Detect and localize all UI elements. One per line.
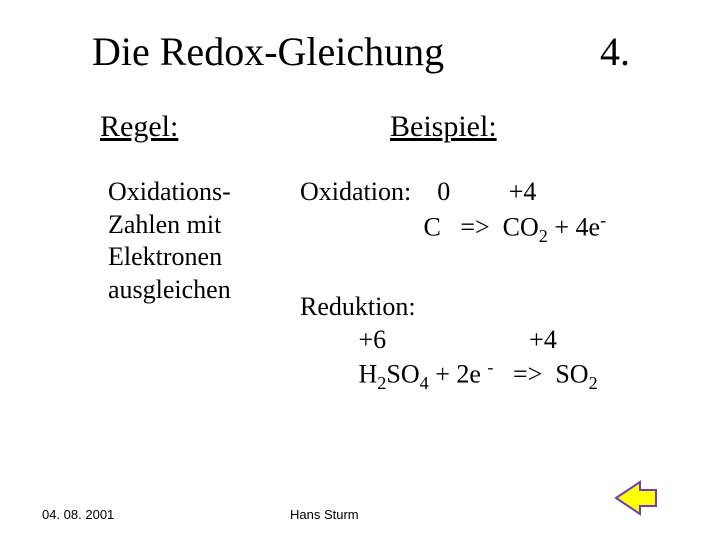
example-body: Oxidation: 0 +4 C => CO2 + 4e- Reduktion… bbox=[300, 176, 700, 395]
reduktion-line1: +6 +4 bbox=[300, 324, 700, 357]
reduktion-state-left: +6 bbox=[359, 325, 387, 354]
oxidation-species-left: C bbox=[424, 212, 441, 241]
rule-line1: Oxidations- bbox=[108, 177, 231, 206]
subheading-row: Regel: Beispiel: bbox=[100, 110, 620, 144]
so2-subscript: 2 bbox=[589, 373, 598, 393]
reduktion-h: H bbox=[359, 360, 378, 389]
page-title: Die Redox-Gleichung bbox=[92, 28, 444, 75]
footer-date: 04. 08. 2001 bbox=[42, 507, 114, 522]
reduktion-arrow: => bbox=[513, 360, 542, 389]
back-arrow-icon[interactable] bbox=[612, 478, 660, 518]
oxidation-state-right: +4 bbox=[509, 177, 537, 206]
title-row: Die Redox-Gleichung 4. bbox=[92, 28, 660, 75]
oxidation-line2: C => CO2 + 4e- bbox=[300, 209, 700, 248]
so4-subscript: 4 bbox=[420, 373, 429, 393]
step-number: 4. bbox=[600, 28, 630, 75]
reduktion-product: SO bbox=[555, 360, 588, 389]
oxidation-species-right: CO bbox=[503, 212, 539, 241]
reduktion-so: SO bbox=[386, 360, 419, 389]
reduktion-label: Reduktion: bbox=[300, 291, 700, 324]
oxidation-electron-charge: - bbox=[600, 210, 606, 230]
oxidation-label: Oxidation: bbox=[300, 177, 411, 206]
rule-text: Oxidations- Zahlen mit Elektronen ausgle… bbox=[108, 176, 298, 306]
footer-author: Hans Sturm bbox=[290, 507, 359, 522]
h2-subscript: 2 bbox=[377, 373, 386, 393]
oxidation-arrow: => bbox=[460, 212, 489, 241]
co2-subscript: 2 bbox=[539, 225, 548, 245]
rule-line3: Elektronen bbox=[108, 242, 222, 271]
reduktion-block: Reduktion: +6 +4 H2SO4 + 2e - => SO2 bbox=[300, 291, 700, 395]
rule-line4: ausgleichen bbox=[108, 275, 231, 304]
reduktion-line2: H2SO4 + 2e - => SO2 bbox=[300, 356, 700, 395]
rule-line2: Zahlen mit bbox=[108, 210, 221, 239]
beispiel-heading: Beispiel: bbox=[390, 110, 497, 144]
oxidation-electrons: + 4e bbox=[548, 212, 600, 241]
reduktion-electrons: + 2e bbox=[435, 360, 487, 389]
reduktion-state-right: +4 bbox=[529, 325, 557, 354]
arrow-shape bbox=[616, 482, 656, 514]
oxidation-line1: Oxidation: 0 +4 bbox=[300, 176, 700, 209]
oxidation-state-left: 0 bbox=[437, 177, 450, 206]
reduktion-electron-charge: - bbox=[487, 357, 493, 377]
regel-heading: Regel: bbox=[100, 110, 340, 144]
